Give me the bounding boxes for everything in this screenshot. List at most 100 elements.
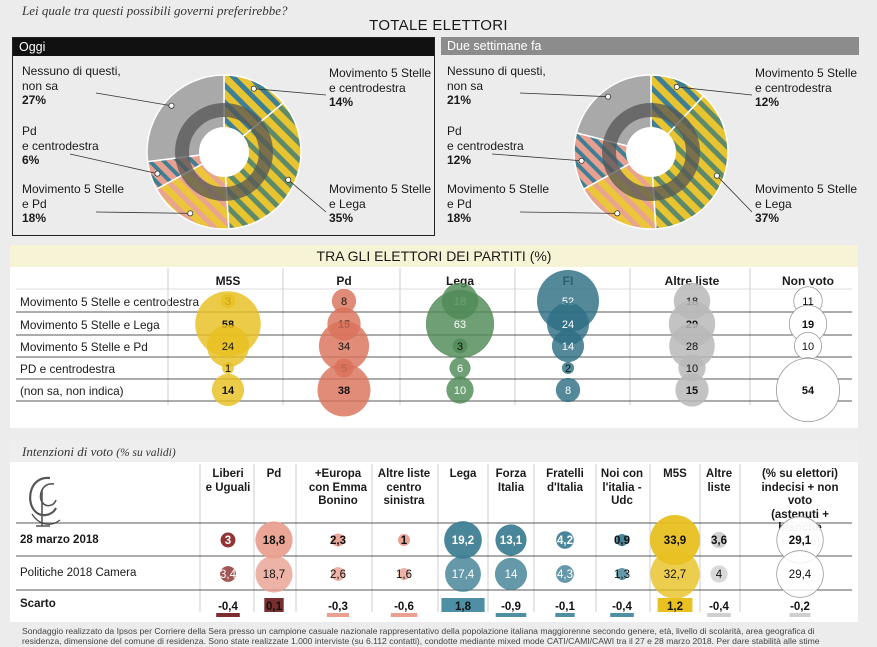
vote-scarto-bar-10 <box>789 613 811 617</box>
label-m5s-pd-oggi: Movimento 5 Stelle e Pd 18% <box>22 182 125 225</box>
vote-row-label-1: Politiche 2018 Camera <box>20 567 137 579</box>
vote-value-1-5: 14 <box>505 569 518 581</box>
vote-bubble-0-4 <box>444 521 482 559</box>
vote-value-1-1: 18,7 <box>263 569 285 581</box>
vote-scarto-bar-5 <box>495 613 527 617</box>
vote-value-1-0: 3,4 <box>220 569 237 581</box>
row-label-nonsa: (non sa, non indica) <box>20 384 124 398</box>
vote-value-0-2: 2,3 <box>330 535 346 547</box>
leader-dot-1-3 <box>673 83 680 90</box>
leader-line-1-1 <box>491 153 582 162</box>
vote-bubble-0-7 <box>616 534 628 546</box>
label-m5s-pd-2sett: Movimento 5 Stelle e Pd 18% <box>447 182 550 225</box>
party-value-4-4: 15 <box>686 385 698 397</box>
party-bubble-4-5 <box>776 358 840 422</box>
vote-scarto-bar-0 <box>216 613 240 617</box>
vote-bubble-1-6 <box>556 565 574 583</box>
party-value-2-3: 14 <box>562 341 574 353</box>
vote-bubble-0-3 <box>398 534 410 546</box>
party-bubble-2-4 <box>669 323 715 369</box>
vote-bubble-0-2 <box>331 533 345 547</box>
party-bubble-table: 3818521811581563242919243431428101562106… <box>16 268 852 422</box>
party-value-0-5: 11 <box>802 296 813 308</box>
panel-oggi: Oggi <box>12 37 435 236</box>
party-value-2-4: 28 <box>686 341 698 353</box>
leader-line-0-0 <box>95 92 172 107</box>
vote-bubble-1-2 <box>331 567 345 581</box>
party-value-3-3: 2 <box>565 363 571 375</box>
vote-title-suffix: (% su validi) <box>116 447 176 459</box>
party-value-2-1: 34 <box>338 341 350 353</box>
leader-line-0-4 <box>287 179 327 213</box>
col-nonvoto: Non voto <box>782 274 834 288</box>
vote-bubble-1-1 <box>255 555 293 593</box>
party-value-4-3: 8 <box>565 385 571 397</box>
row-label-m5s-lega: Movimento 5 Stelle e Lega <box>20 318 160 332</box>
vote-value-1-9: 4 <box>716 569 723 581</box>
leader-line-1-4 <box>716 175 753 213</box>
party-value-2-2: 3 <box>457 341 463 353</box>
vote-scarto-value-2: -0,3 <box>328 601 348 613</box>
vote-scarto-bar-6 <box>555 613 575 617</box>
vote-value-0-6: 4,2 <box>557 535 573 547</box>
leader-dot-0-1 <box>154 170 161 177</box>
label-nessuno-oggi: Nessuno di questi, non sa 27% <box>22 64 121 107</box>
vote-bubble-1-10 <box>776 550 824 598</box>
vote-row-label-0: 28 marzo 2018 <box>20 534 99 546</box>
label-m5s-cdx-2sett: Movimento 5 Stelle e centrodestra 12% <box>755 66 858 109</box>
vote-scarto-value-1: 0,1 <box>266 601 283 613</box>
label-pd-cdx-oggi: Pd e centrodestra 6% <box>22 124 99 167</box>
vote-col-header-1: Pd <box>266 468 282 480</box>
vote-bubble-0-8 <box>649 514 701 566</box>
vote-value-1-8: 32,7 <box>664 569 686 581</box>
party-value-3-4: 10 <box>686 363 698 375</box>
leader-line-1-3 <box>676 86 753 96</box>
vote-scarto-bar-8 <box>657 598 693 612</box>
party-value-4-5: 54 <box>802 385 815 397</box>
leader-dot-0-4 <box>285 176 292 183</box>
vote-title: Intenzioni di voto (% su validi) <box>22 444 176 460</box>
vote-bubble-1-0 <box>220 566 236 582</box>
vote-value-1-3: 1,6 <box>396 569 412 581</box>
vote-scarto-value-5: -0,9 <box>501 601 521 613</box>
vote-scarto-bar-4 <box>441 598 485 612</box>
vote-col-header-2: +Europa con Emma Bonino <box>308 468 368 507</box>
vote-section <box>10 440 858 622</box>
party-bubble-4-0 <box>211 373 245 407</box>
vote-bubble-0-5 <box>495 524 527 556</box>
vote-value-1-2: 2,6 <box>330 569 346 581</box>
party-value-1-2: 63 <box>454 319 466 331</box>
vote-col-header-5: Forza Italia <box>495 468 527 494</box>
leader-dot-1-0 <box>605 93 612 100</box>
vote-bubble-1-5 <box>494 557 528 591</box>
col-altre: Altre liste <box>664 274 720 288</box>
label-pd-cdx-2sett: Pd e centrodestra 12% <box>447 124 524 167</box>
vote-scarto-bar-1 <box>264 598 284 612</box>
vote-scarto-value-0: -0,4 <box>218 601 238 613</box>
corriere-logo <box>29 476 61 527</box>
vote-scarto-bar-7 <box>610 613 634 617</box>
vote-scarto-bar-9 <box>707 613 731 617</box>
party-title-band <box>10 245 858 267</box>
vote-title-main: Intenzioni di voto <box>22 444 113 459</box>
party-value-0-1: 8 <box>341 296 347 308</box>
vote-col-header-8: M5S <box>663 468 687 480</box>
vote-bubble-0-6 <box>556 531 574 549</box>
party-bubble-3-3 <box>561 361 575 375</box>
pie-hole-0 <box>199 127 249 177</box>
vote-col-header-9: Altre liste <box>705 468 733 494</box>
party-value-3-0: 1 <box>225 363 231 375</box>
vote-value-0-5: 13,1 <box>500 535 523 547</box>
label-m5s-lega-2sett: Movimento 5 Stelle e Lega 37% <box>755 182 858 225</box>
total-title: TOTALE ELETTORI <box>369 17 508 34</box>
label-m5s-lega-oggi: Movimento 5 Stelle e Lega 35% <box>329 182 432 225</box>
vote-col-header-3: Altre liste centro sinistra <box>377 468 431 507</box>
vote-col-header-7: Noi con l'italia - Udc <box>600 468 644 507</box>
vote-value-0-7: 0,9 <box>614 535 630 547</box>
vote-value-0-8: 33,9 <box>664 535 686 547</box>
col-m5s: M5S <box>215 274 241 288</box>
party-title: TRA GLI ELETTORI DEI PARTITI (%) <box>316 248 552 264</box>
vote-bubble-0-0 <box>220 532 236 548</box>
vote-value-1-7: 1,3 <box>614 569 630 581</box>
question-text: Lei quale tra questi possibili governi p… <box>22 3 288 18</box>
